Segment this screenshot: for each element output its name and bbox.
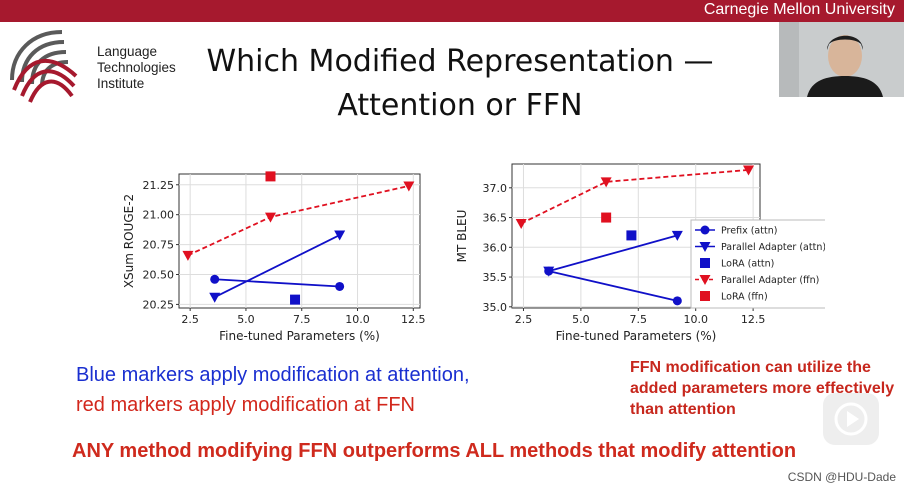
y-tick-label: 37.0 <box>483 182 508 195</box>
x-tick-label: 5.0 <box>572 313 590 326</box>
data-point <box>626 230 637 241</box>
x-tick-label: 10.0 <box>683 313 708 326</box>
logo-line-3: Institute <box>97 76 145 91</box>
y-tick-label: 20.25 <box>143 298 175 311</box>
y-tick-label: 35.5 <box>483 271 508 284</box>
blue-markers-statement: Blue markers apply modification at atten… <box>76 364 470 386</box>
y-axis-label: XSum ROUGE-2 <box>122 194 136 288</box>
data-point <box>672 296 682 306</box>
slide-title-line-1: Which Modified Representation — <box>206 44 714 79</box>
data-point <box>543 266 555 277</box>
y-tick-label: 35.0 <box>483 301 508 314</box>
university-name: Carnegie Mellon University <box>703 1 895 18</box>
y-tick-label: 21.00 <box>143 209 175 222</box>
legend-box <box>690 219 825 309</box>
data-point <box>601 212 612 223</box>
plot-area <box>178 173 421 309</box>
legend-label: LoRA (ffn) <box>721 292 768 303</box>
slide-title: Which Modified Representation — Attentio… <box>160 40 760 128</box>
series-line <box>548 234 678 272</box>
mt-chart: 2.5 5.0 7.5 10.0 12.5 35.0 35.5 36.0 36.5 37.0 Fin… <box>455 163 825 343</box>
data-point <box>334 230 346 241</box>
data-point <box>210 274 220 284</box>
y-tick-label: 21.25 <box>143 179 175 192</box>
x-tick-label: 10.0 <box>345 313 370 326</box>
presenter-silhouette <box>779 22 904 97</box>
data-point <box>264 212 276 223</box>
x-axis-label: Fine-tuned Parameters (%) <box>556 329 717 343</box>
xsum-chart: 2.5 5.0 7.5 10.0 12.5 20.25 20.50 20.75 21.00 21.… <box>122 171 426 343</box>
webcam-video <box>779 22 904 97</box>
conclusion-statement: ANY method modifying FFN outperforms ALL… <box>72 440 797 462</box>
legend-label: LoRA (attn) <box>721 259 774 270</box>
header-bar: Carnegie Mellon University <box>0 0 904 22</box>
legend-marker <box>700 225 710 235</box>
data-point <box>743 165 755 176</box>
x-tick-label: 12.5 <box>401 313 426 326</box>
series-line <box>214 278 340 288</box>
y-axis-label: MT BLEU <box>455 210 469 263</box>
series-line <box>548 270 678 302</box>
data-point <box>335 281 345 291</box>
x-tick-label: 12.5 <box>741 313 766 326</box>
ffn-note: FFN modification can utilize the added p… <box>630 359 895 418</box>
data-point <box>290 294 301 305</box>
legend-label: Parallel Adapter (attn) <box>721 242 825 253</box>
y-tick-label: 20.50 <box>143 269 175 282</box>
play-icon <box>834 402 868 436</box>
slide-title-line-2: Attention or FFN <box>337 88 583 123</box>
y-tick-label: 20.75 <box>143 239 175 252</box>
data-point <box>209 292 221 303</box>
x-tick-label: 7.5 <box>630 313 648 326</box>
legend-marker <box>700 291 710 301</box>
legend-marker <box>699 275 711 285</box>
x-tick-label: 5.0 <box>237 313 255 326</box>
series-line <box>214 234 341 299</box>
x-tick-label: 2.5 <box>515 313 533 326</box>
x-tick-label: 2.5 <box>181 313 199 326</box>
data-point <box>515 219 527 230</box>
legend-label: Parallel Adapter (ffn) <box>721 275 819 286</box>
logo-line-2: Technologies <box>97 60 176 75</box>
data-point <box>265 171 276 182</box>
legend-marker <box>699 242 711 252</box>
data-point <box>182 250 194 261</box>
y-tick-label: 36.0 <box>483 241 508 254</box>
data-point <box>600 177 612 188</box>
x-tick-label: 7.5 <box>293 313 311 326</box>
lti-logo-text: Language Technologies Institute <box>97 44 176 92</box>
data-point <box>671 230 683 241</box>
lti-logo-icon <box>10 30 78 103</box>
logo-line-1: Language <box>97 44 158 59</box>
legend-marker <box>700 258 710 268</box>
csdn-watermark: CSDN @HDU-Dade <box>787 470 896 484</box>
legend-label: Prefix (attn) <box>721 226 777 237</box>
video-play-button[interactable] <box>823 393 879 445</box>
data-point <box>403 181 415 192</box>
y-tick-label: 36.5 <box>483 212 508 225</box>
red-markers-statement: red markers apply modification at FFN <box>76 394 416 416</box>
x-axis-label: Fine-tuned Parameters (%) <box>219 329 380 343</box>
